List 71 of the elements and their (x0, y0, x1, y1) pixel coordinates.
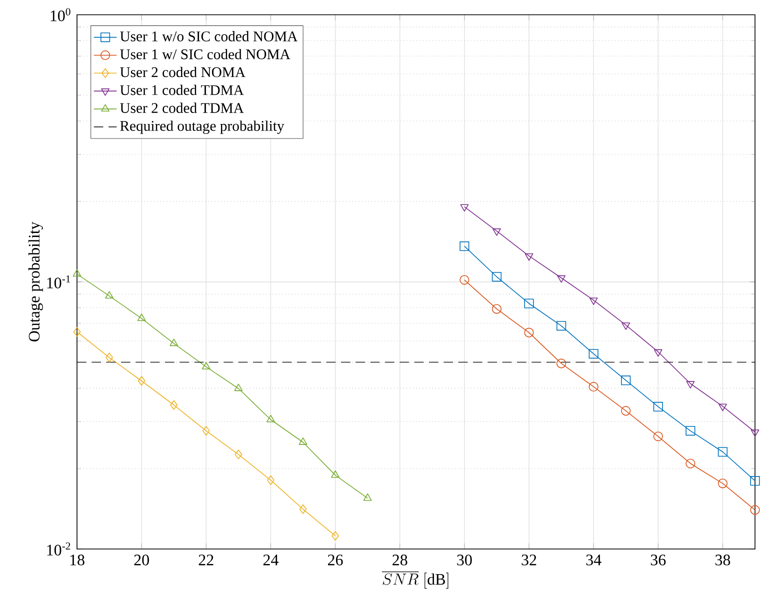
point (557, 275, 566, 283)
legend-label: User 1 w/ SIC coded NOMA (120, 48, 290, 60)
point (202, 426, 210, 436)
point (622, 322, 630, 330)
point (718, 447, 728, 457)
point (170, 338, 178, 346)
point (621, 376, 631, 386)
point (266, 414, 275, 422)
y-tick-label: 10$^{-2}$ (47, 542, 70, 556)
point (137, 314, 146, 321)
x-tick-label: 18 (70, 554, 84, 566)
legend-label: User 1 w/o SIC coded NOMA (120, 31, 298, 42)
point (73, 327, 81, 337)
point (234, 384, 243, 392)
point (686, 426, 696, 436)
point (621, 406, 631, 416)
point (588, 348, 598, 359)
point (332, 531, 339, 541)
point (686, 458, 696, 468)
point (138, 376, 146, 386)
x-tick-label: 38 (715, 554, 730, 566)
point (460, 275, 470, 285)
point (170, 400, 178, 410)
point (202, 362, 210, 370)
point (460, 241, 470, 251)
x-tick-label: 34 (586, 554, 602, 566)
point (299, 504, 307, 514)
point (524, 253, 534, 261)
x-tick-label: 24 (263, 554, 278, 566)
legend-label: User 1 coded TDMA (120, 84, 244, 96)
y-tick-label: 10$^{-1}$ (47, 275, 70, 288)
point (718, 404, 727, 412)
point (492, 272, 502, 282)
point (524, 328, 534, 338)
point (750, 429, 760, 437)
point (363, 493, 372, 501)
point (556, 320, 566, 331)
x-tick-label: 22 (198, 554, 214, 566)
point (492, 228, 501, 236)
point (686, 381, 695, 388)
x-tick-label: 26 (328, 554, 343, 566)
x-tick-label: 32 (522, 554, 536, 566)
point (106, 352, 113, 362)
point (750, 476, 760, 486)
point (492, 304, 502, 314)
point (750, 505, 760, 515)
y-axis-title: Outage probability (28, 222, 43, 342)
legend-label: Required outage probability (120, 120, 284, 134)
y-tick-label: 10$^{0}$ (50, 8, 70, 22)
point (72, 269, 82, 277)
x-tick-label: 20 (134, 554, 149, 566)
point (556, 358, 566, 368)
x-tick-label: 30 (457, 554, 472, 566)
point (654, 349, 662, 357)
point (460, 204, 469, 212)
point (105, 291, 114, 299)
point (267, 475, 274, 485)
point (589, 298, 598, 305)
point (298, 437, 308, 445)
point (653, 402, 663, 412)
point (524, 298, 534, 308)
x-axis-title: $\overline{SNR}\ \mathrm{[dB]}$ (382, 572, 448, 589)
x-tick-label: 28 (392, 554, 408, 566)
point (331, 470, 340, 478)
x-tick-label: 36 (650, 554, 666, 566)
legend-label: User 2 coded NOMA (120, 66, 246, 78)
point (718, 478, 728, 488)
legend-label: User 2 coded TDMA (120, 102, 244, 113)
point (653, 432, 663, 442)
point (588, 382, 598, 392)
point (234, 450, 242, 460)
